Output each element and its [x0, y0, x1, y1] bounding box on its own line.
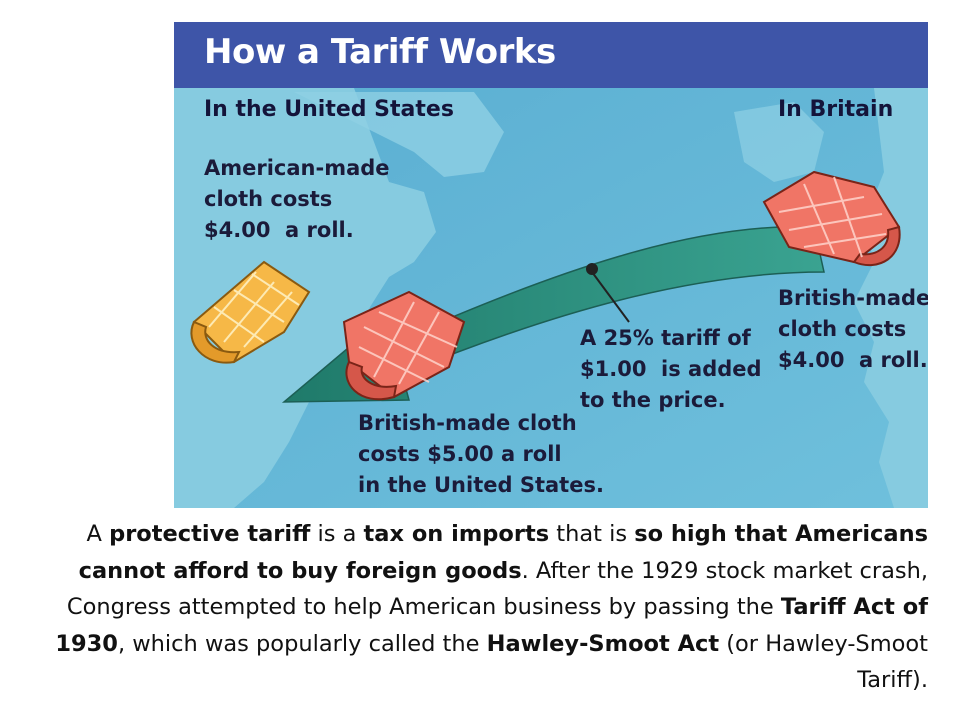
- caption-paragraph: A protective tariff is a tax on imports …: [30, 516, 928, 699]
- us-header: In the United States: [204, 97, 454, 122]
- diagram-title: How a Tariff Works: [204, 32, 556, 72]
- caption-term-so-high: so high that Americans cannot afford to …: [78, 521, 928, 584]
- caption-text: that is: [549, 521, 635, 547]
- iceland-land: [734, 102, 824, 182]
- marker-leader-line: [591, 271, 630, 323]
- caption-text: , which was popularly called the: [117, 630, 487, 657]
- map-illustration: [174, 88, 928, 508]
- greenland-land: [294, 92, 504, 177]
- american-cloth-roll: [190, 260, 311, 364]
- arrow-marker-dot: [586, 263, 598, 275]
- british-cloth-roll-us: [342, 290, 466, 401]
- caption-text: A: [86, 521, 110, 547]
- caption-term-hawley-smoot-act: Hawley-Smoot Act: [486, 630, 720, 657]
- europe-land: [854, 88, 928, 508]
- caption-text: (or Hawley-Smoot Tariff).: [719, 630, 928, 694]
- britain-header: In Britain: [778, 97, 894, 122]
- british-cloth-britain-label: British-made cloth costs $4.00 a roll.: [778, 286, 928, 372]
- tariff-diagram: How a Tariff Works In the United States …: [174, 22, 928, 508]
- caption-term-tax-on-imports: tax on imports: [363, 521, 550, 547]
- tariff-note-label: A 25% tariff of $1.00 is added to the pr…: [580, 326, 762, 412]
- british-cloth-roll-britain: [762, 170, 901, 267]
- caption-text: is a: [310, 521, 364, 547]
- caption-term-protective-tariff: protective tariff: [109, 521, 311, 547]
- title-bar: How a Tariff Works: [174, 22, 928, 88]
- british-cloth-us-label: British-made cloth costs $5.00 a roll in…: [358, 411, 604, 497]
- caption-term-tariff-act: Tariff Act of 1930: [55, 594, 928, 657]
- american-cloth-label: American-made cloth costs $4.00 a roll.: [204, 156, 390, 242]
- caption-text: . After the 1929 stock market crash, Con…: [66, 557, 928, 621]
